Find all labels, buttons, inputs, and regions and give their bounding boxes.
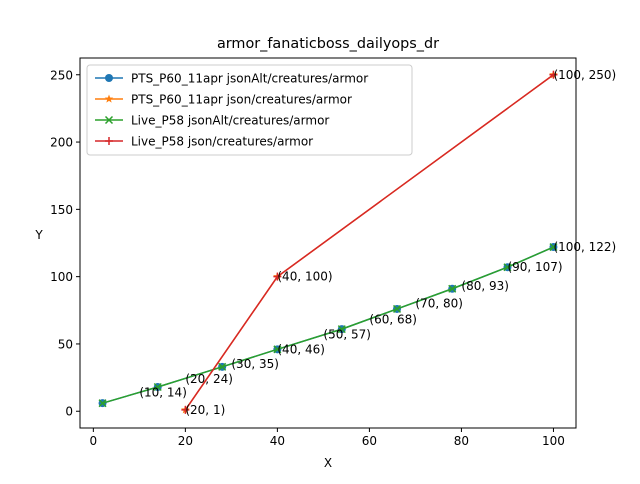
series-3-point — [503, 263, 512, 272]
y-axis-label: Y — [34, 228, 43, 242]
data-label: (50, 57) — [323, 328, 371, 342]
legend-label: Live_P58 json/creatures/armor — [131, 135, 313, 149]
series-4-point — [273, 272, 282, 281]
y-tick-label: 150 — [50, 203, 73, 217]
data-label: (40, 100) — [277, 270, 332, 284]
x-tick-label: 80 — [454, 434, 469, 448]
legend-label: Live_P58 jsonAlt/creatures/armor — [131, 114, 329, 128]
legend-marker — [105, 137, 113, 145]
series-3 — [98, 243, 558, 408]
series-3-point — [337, 325, 346, 334]
series-3-point — [153, 382, 162, 392]
series-3-point — [273, 345, 282, 354]
y-axis: 0 50 100 150 200 250 — [50, 68, 80, 419]
data-annotations: (10, 14)(20, 24)(30, 35)(40, 46)(50, 57)… — [139, 68, 616, 417]
data-label: (90, 107) — [507, 260, 562, 274]
series-3-point — [549, 243, 558, 252]
x-axis: 0 20 40 60 80 100 — [90, 428, 565, 448]
legend-item: PTS_P60_11apr jsonAlt/creatures/armor — [95, 72, 368, 86]
data-label: (70, 80) — [415, 297, 463, 311]
legend-item: Live_P58 json/creatures/armor — [95, 135, 313, 149]
legend-marker — [104, 94, 114, 103]
series-4-point — [181, 405, 190, 414]
legend-box — [86, 64, 413, 156]
legend-marker — [104, 115, 114, 125]
y-tick-label: 250 — [50, 68, 73, 82]
y-tick-label: 50 — [58, 337, 73, 351]
chart-title: armor_fanaticboss_dailyops_dr — [217, 36, 439, 52]
x-tick-label: 60 — [362, 434, 377, 448]
legend-item: Live_P58 jsonAlt/creatures/armor — [95, 114, 329, 128]
x-tick-label: 100 — [542, 434, 565, 448]
data-label: (80, 93) — [461, 279, 509, 293]
data-label: (10, 14) — [139, 385, 187, 399]
series-3-point — [98, 399, 107, 408]
legend-item: PTS_P60_11apr json/creatures/armor — [95, 93, 352, 107]
data-label: (60, 68) — [369, 313, 417, 327]
y-tick-label: 200 — [50, 136, 73, 150]
x-tick-label: 20 — [178, 434, 193, 448]
data-label: (20, 24) — [185, 372, 233, 386]
data-label: (100, 250) — [553, 68, 616, 82]
series-3-point — [448, 284, 457, 293]
series-4-point — [549, 70, 558, 79]
legend: PTS_P60_11apr jsonAlt/creatures/armor PTS… — [86, 64, 413, 156]
legend-label: PTS_P60_11apr json/creatures/armor — [131, 93, 352, 107]
data-label: (40, 46) — [277, 342, 325, 356]
x-tick-label: 40 — [270, 434, 285, 448]
series-3-point — [218, 362, 227, 371]
x-tick-label: 0 — [90, 434, 98, 448]
y-tick-label: 100 — [50, 270, 73, 284]
data-label: (30, 35) — [231, 357, 279, 371]
plot-area: (10, 14)(20, 24)(30, 35)(40, 46)(50, 57)… — [98, 68, 616, 417]
legend-marker — [105, 74, 113, 82]
series-3-point — [392, 304, 402, 313]
series-4 — [181, 70, 558, 414]
x-axis-label: X — [324, 456, 332, 470]
y-tick-label: 0 — [65, 405, 73, 419]
legend-label: PTS_P60_11apr jsonAlt/creatures/armor — [131, 72, 368, 86]
data-label: (100, 122) — [553, 240, 616, 254]
data-label: (20, 1) — [185, 403, 225, 417]
plot-frame — [79, 57, 577, 429]
